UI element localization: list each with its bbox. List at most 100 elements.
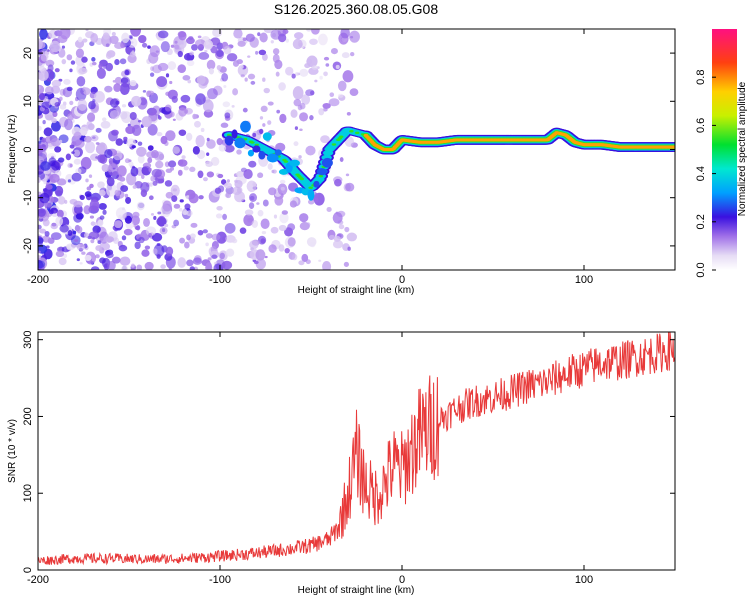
noise-blob xyxy=(149,45,161,58)
noise-blob xyxy=(93,222,98,226)
noise-blob xyxy=(84,191,92,198)
noise-blob xyxy=(90,266,100,270)
noise-blob xyxy=(322,260,332,270)
noise-blob xyxy=(83,205,91,215)
noise-blob xyxy=(42,218,50,227)
noise-blob xyxy=(194,120,201,128)
noise-blob xyxy=(172,188,178,192)
noise-blob xyxy=(151,168,163,178)
noise-blob xyxy=(138,34,147,44)
noise-blob xyxy=(216,205,223,211)
noise-blob xyxy=(186,259,194,267)
ridge-blob xyxy=(313,180,320,188)
noise-blob xyxy=(158,116,162,120)
noise-blob xyxy=(140,189,148,198)
noise-blob xyxy=(79,126,88,136)
spectrogram-x-axis-label: Height of straight line (km) xyxy=(298,285,415,296)
noise-blob xyxy=(44,202,52,209)
noise-blob xyxy=(54,102,61,107)
noise-blob xyxy=(329,92,335,98)
noise-blob xyxy=(293,141,299,147)
noise-blob xyxy=(206,137,210,142)
noise-blob xyxy=(259,128,264,134)
ridge-blob xyxy=(252,145,261,153)
noise-blob xyxy=(341,37,348,43)
noise-blob xyxy=(174,40,178,44)
noise-blob xyxy=(309,38,318,45)
noise-blob xyxy=(150,212,155,216)
spectrogram-plot-area xyxy=(38,29,675,270)
snr-y-axis-label: SNR (10 * v/v) xyxy=(7,419,18,483)
noise-blob xyxy=(260,105,268,113)
noise-blob xyxy=(38,224,42,230)
noise-blob xyxy=(121,265,128,270)
noise-blob xyxy=(207,257,212,261)
noise-blob xyxy=(48,209,54,215)
noise-blob xyxy=(338,224,345,230)
x-tick-label: 0 xyxy=(399,574,405,586)
noise-blob xyxy=(109,35,119,45)
noise-blob xyxy=(38,260,46,269)
noise-blob xyxy=(147,45,151,49)
noise-blob xyxy=(218,144,227,152)
noise-blob xyxy=(104,148,113,159)
noise-blob xyxy=(136,146,147,157)
noise-blob xyxy=(171,95,178,103)
y-tick-label: 10 xyxy=(22,95,34,107)
noise-blob xyxy=(59,29,71,40)
noise-blob xyxy=(65,153,72,161)
noise-blob xyxy=(79,194,85,201)
noise-blob xyxy=(88,101,96,110)
noise-blob xyxy=(216,138,223,146)
noise-blob xyxy=(339,157,344,162)
noise-blob xyxy=(133,224,137,228)
noise-blob xyxy=(40,53,49,62)
noise-blob xyxy=(237,40,246,47)
noise-blob xyxy=(123,136,128,141)
noise-blob xyxy=(210,45,218,54)
noise-blob xyxy=(202,229,208,234)
noise-blob xyxy=(225,248,235,257)
noise-blob xyxy=(279,179,286,184)
noise-blob xyxy=(329,234,336,240)
noise-blob xyxy=(309,115,314,121)
y-tick-label: 100 xyxy=(22,484,34,502)
noise-blob xyxy=(106,176,115,187)
noise-blob xyxy=(189,266,195,270)
noise-blob xyxy=(187,79,192,84)
noise-blob xyxy=(102,209,107,215)
noise-blob xyxy=(291,73,296,79)
noise-blob xyxy=(165,191,174,199)
noise-blob xyxy=(299,213,309,223)
noise-blob xyxy=(57,196,66,205)
noise-blob xyxy=(86,186,92,191)
noise-blob xyxy=(208,68,215,75)
y-tick-label: 0 xyxy=(22,146,34,152)
noise-blob xyxy=(50,223,58,230)
noise-blob xyxy=(66,54,73,61)
noise-blob xyxy=(305,259,311,265)
noise-blob xyxy=(121,104,127,108)
ridge-cell xyxy=(308,186,313,189)
noise-blob xyxy=(120,77,129,84)
noise-blob xyxy=(152,248,158,255)
y-tick-label: 200 xyxy=(22,407,34,425)
noise-blob xyxy=(258,49,267,56)
noise-blob xyxy=(174,44,180,50)
noise-blob xyxy=(172,146,180,154)
noise-blob xyxy=(281,210,289,215)
noise-blob xyxy=(131,124,142,136)
noise-blob xyxy=(38,237,44,244)
noise-blob xyxy=(220,122,229,128)
noise-blob xyxy=(66,245,71,250)
noise-blob xyxy=(261,231,267,235)
noise-blob xyxy=(73,213,83,223)
noise-blob xyxy=(63,78,71,85)
noise-blob xyxy=(38,85,41,90)
noise-blob xyxy=(81,56,88,63)
noise-blob xyxy=(156,254,161,259)
noise-blob xyxy=(280,186,285,191)
noise-blob xyxy=(110,98,119,108)
noise-blob xyxy=(234,179,238,183)
noise-blob xyxy=(148,167,152,172)
